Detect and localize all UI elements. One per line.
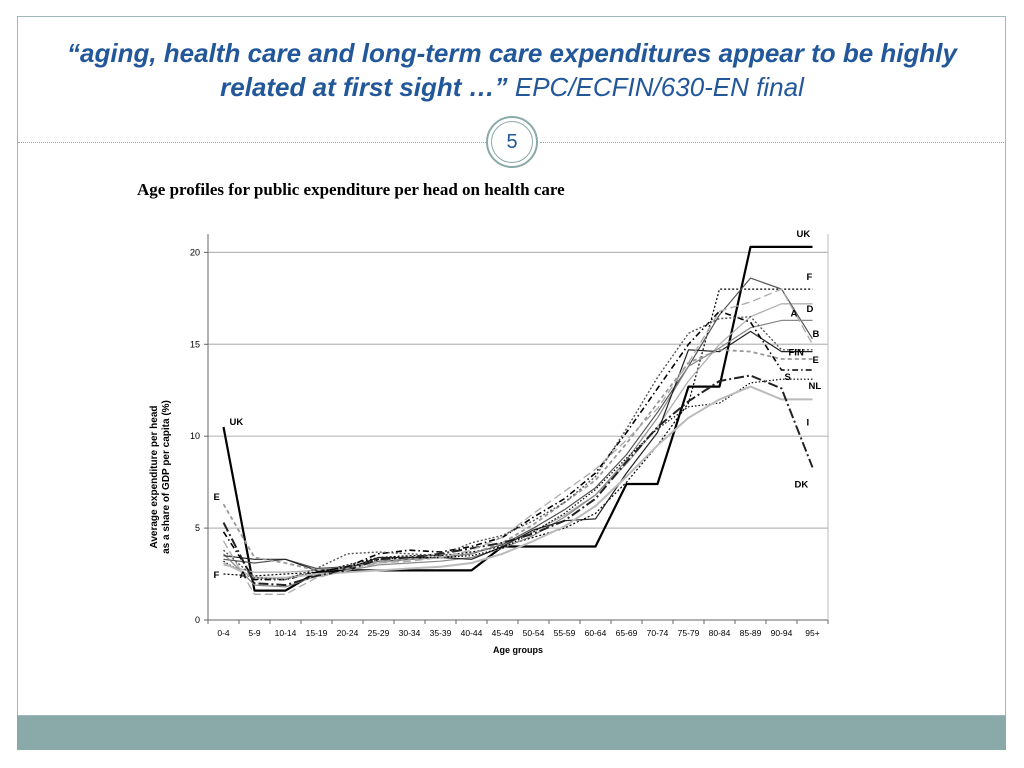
y-axis-label-line1: Average expenditure per head: [149, 405, 160, 548]
series-label-b: B: [813, 329, 820, 340]
y-tick-label: 15: [190, 339, 200, 349]
x-tick-label: 75-79: [678, 628, 700, 638]
x-tick-label: 95+: [805, 628, 819, 638]
series-label-i: I: [807, 417, 810, 428]
series-label-a: A: [791, 308, 798, 319]
series-label-uk: UK: [230, 417, 244, 428]
series-label-uk: UK: [797, 229, 811, 240]
series-label-a: A: [240, 570, 247, 581]
x-tick-label: 20-24: [337, 628, 359, 638]
y-axis-label-line2: as a share of GDP per capita (%): [161, 400, 172, 554]
x-tick-label: 5-9: [248, 628, 261, 638]
series-line-unlabeled-11: [222, 288, 814, 595]
x-tick-label: 50-54: [523, 628, 545, 638]
x-tick-label: 15-19: [306, 628, 328, 638]
slide-title: “aging, health care and long-term care e…: [40, 36, 984, 104]
chart-title: Age profiles for public expenditure per …: [137, 180, 565, 199]
x-tick-label: 55-59: [554, 628, 576, 638]
x-tick-label: 30-34: [399, 628, 421, 638]
x-tick-label: 85-89: [740, 628, 762, 638]
slide-title-source: EPC/ECFIN/630-EN final: [507, 72, 804, 102]
series-line-e: [222, 348, 813, 572]
x-axis-label: Age groups: [493, 645, 543, 655]
x-tick-label: 70-74: [647, 628, 669, 638]
page-number: 5: [491, 121, 533, 163]
x-tick-label: 40-44: [461, 628, 483, 638]
x-tick-label: 45-49: [492, 628, 514, 638]
footer-bar: [17, 716, 1006, 750]
series-line-i: [223, 385, 813, 579]
series-line-s: [222, 310, 813, 581]
x-tick-label: 65-69: [616, 628, 638, 638]
line-chart: 0 5 10 15 20 0-4 5-9 10-14 15-19 20-24 25-29 30-34 3…: [149, 229, 829, 655]
series-line-b: [223, 277, 814, 570]
x-tick-label: 0-4: [217, 628, 230, 638]
chart-axes: 0 5 10 15 20 0-4 5-9 10-14 15-19 20-24 25-29 30-34 3…: [190, 234, 829, 638]
x-tick-label: 90-94: [771, 628, 793, 638]
series-label-f: F: [807, 272, 813, 283]
series-label-s: S: [785, 372, 791, 383]
x-tick-label: 25-29: [368, 628, 390, 638]
y-tick-label: 5: [195, 523, 200, 533]
series-label-f: F: [214, 570, 220, 581]
x-tick-label: 35-39: [430, 628, 452, 638]
series-label-fin: FIN: [789, 348, 804, 359]
series-label-nl: NL: [809, 381, 822, 392]
page-number-badge: 5: [486, 116, 538, 168]
y-tick-label: 20: [190, 247, 200, 257]
x-tick-label: 80-84: [709, 628, 731, 638]
slide-title-quote: “aging, health care and long-term care e…: [67, 38, 957, 102]
chart-gridlines: [208, 251, 828, 529]
series-line-nl: [223, 378, 813, 581]
divider-right: [540, 142, 1006, 143]
x-tick-label: 60-64: [585, 628, 607, 638]
series-label-dk: DK: [795, 479, 809, 490]
series-label-e: E: [813, 355, 819, 366]
divider-left: [18, 142, 486, 143]
series-label-e: E: [214, 492, 220, 503]
y-tick-label: 0: [195, 615, 200, 625]
series-line-dk: [222, 374, 814, 587]
x-tick-label: 10-14: [275, 628, 297, 638]
chart-series: [222, 245, 814, 595]
series-label-d: D: [807, 304, 814, 315]
y-tick-label: 10: [190, 431, 200, 441]
series-line-unlabeled-12: [223, 315, 813, 581]
